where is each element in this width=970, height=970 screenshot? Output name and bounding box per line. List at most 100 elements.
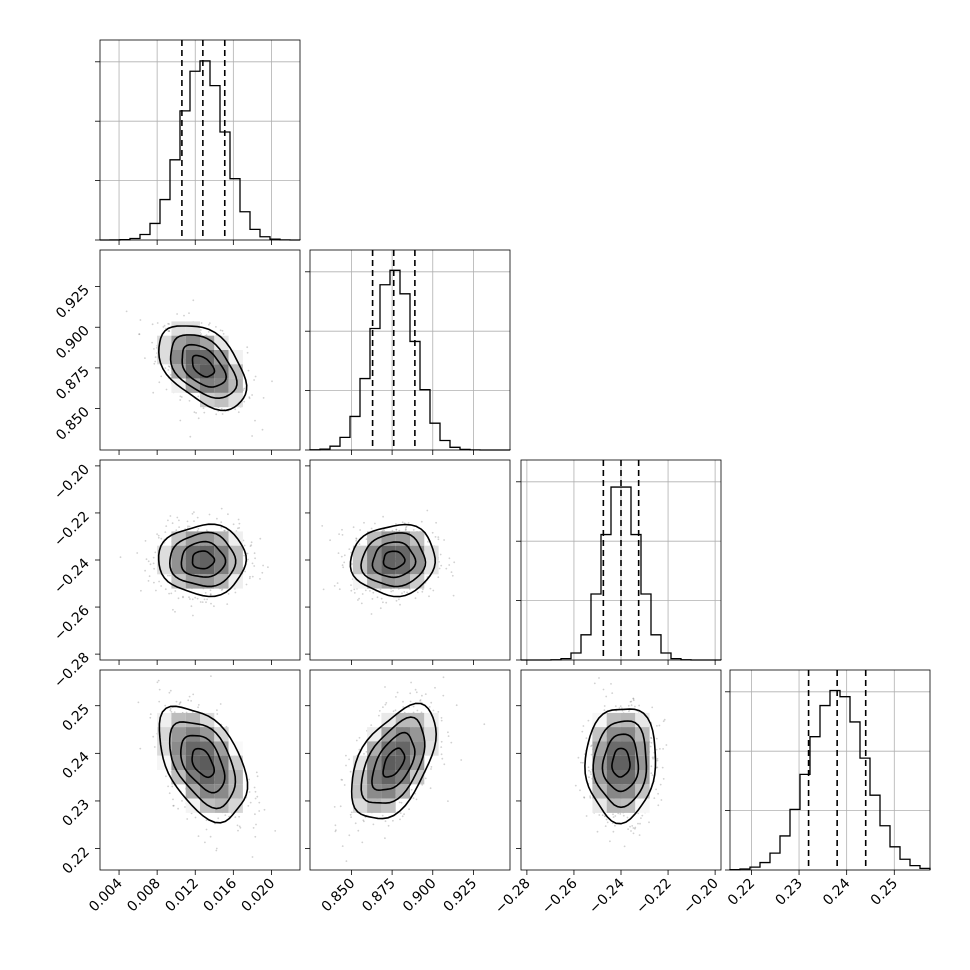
scatter-point	[176, 313, 179, 315]
scatter-point	[392, 819, 394, 822]
scatter-point	[246, 351, 249, 354]
scatter-point	[390, 590, 393, 593]
scatter-point	[363, 820, 365, 823]
scatter-point	[249, 575, 251, 578]
scatter-point	[243, 544, 246, 547]
scatter-point	[349, 770, 352, 773]
scatter-point	[627, 828, 629, 830]
scatter-point	[416, 591, 419, 594]
scatter-point	[374, 522, 376, 525]
density-cell	[367, 798, 382, 813]
scatter-point	[623, 845, 626, 848]
scatter-point	[351, 563, 353, 565]
scatter-point	[215, 847, 218, 850]
scatter-point	[201, 601, 204, 603]
scatter-point	[227, 593, 230, 595]
scatter-point	[254, 835, 257, 838]
scatter-point	[329, 539, 331, 542]
scatter-point	[162, 326, 165, 328]
scatter-point	[437, 711, 440, 713]
scatter-point	[435, 521, 437, 524]
x-tick-label-0-0: 0.004	[86, 875, 126, 915]
scatter-point	[144, 540, 147, 542]
scatter-point	[665, 744, 668, 746]
scatter-point	[590, 773, 592, 776]
scatter-point	[396, 691, 399, 694]
y-tick-label-3-0: 0.22	[59, 844, 92, 877]
scatter-point	[196, 516, 199, 519]
scatter-point	[223, 529, 226, 532]
scatter-point	[139, 319, 142, 321]
scatter-point	[450, 571, 453, 573]
scatter-point	[415, 798, 418, 801]
scatter-point	[343, 554, 346, 557]
scatter-point	[593, 682, 596, 685]
density-cell	[185, 321, 200, 336]
scatter-point	[167, 574, 169, 577]
scatter-point	[156, 322, 159, 324]
scatter-point	[157, 534, 160, 537]
scatter-point	[398, 598, 400, 601]
scatter-point	[261, 571, 264, 574]
scatter-point	[262, 397, 265, 399]
scatter-point	[169, 689, 172, 692]
scatter-point	[619, 813, 622, 815]
scatter-point	[189, 435, 192, 438]
density-cell	[367, 727, 382, 742]
histogram-0	[99, 60, 301, 241]
scatter-point	[598, 677, 600, 679]
scatter-point	[179, 419, 182, 422]
y-tick-label-1-1: 0.875	[53, 363, 93, 403]
scatter-point	[149, 716, 152, 719]
scatter-point	[342, 566, 345, 569]
scatter-point	[338, 588, 341, 591]
scatter-point	[442, 676, 445, 679]
scatter-point	[611, 692, 614, 694]
scatter-point	[151, 341, 154, 344]
scatter-point	[384, 686, 386, 688]
scatter-point	[585, 737, 588, 739]
scatter-point	[574, 784, 577, 787]
scatter-point	[190, 700, 193, 702]
scatter-point	[349, 813, 352, 816]
scatter-point	[354, 822, 357, 825]
scatter-point	[254, 790, 257, 793]
scatter-point	[145, 558, 148, 561]
scatter-point	[223, 529, 226, 532]
scatter-point	[638, 834, 641, 836]
scatter-point	[238, 527, 241, 529]
scatter-point	[255, 823, 257, 826]
scatter-point	[245, 583, 248, 586]
scatter-point	[358, 736, 361, 739]
scatter-point	[144, 357, 146, 359]
scatter-point	[656, 725, 658, 727]
panel-frame	[309, 249, 511, 451]
density-cell	[214, 770, 229, 785]
scatter-point	[171, 785, 174, 788]
scatter-point	[188, 399, 191, 402]
contour-2-0-3	[157, 523, 248, 598]
scatter-point	[451, 574, 454, 577]
scatter-point	[414, 597, 417, 600]
scatter-point	[590, 753, 593, 756]
scatter-point	[360, 602, 363, 605]
scatter-point	[421, 694, 423, 697]
scatter-point	[357, 829, 360, 832]
density-cell	[214, 560, 229, 575]
scatter-point	[629, 825, 631, 828]
scatter-point	[588, 776, 590, 779]
scatter-point	[453, 561, 456, 564]
scatter-point	[401, 815, 404, 818]
scatter-point	[634, 827, 636, 830]
scatter-point	[203, 411, 206, 414]
scatter-point	[412, 705, 415, 708]
scatter-point	[237, 518, 240, 521]
scatter-point	[427, 540, 429, 543]
x-tick-label-2-0: −0.28	[492, 876, 534, 918]
scatter-point	[262, 564, 264, 567]
scatter-point	[399, 812, 402, 814]
scatter-point	[234, 816, 237, 819]
scatter-point	[194, 816, 197, 819]
density-cell	[228, 378, 243, 393]
scatter-point	[172, 608, 174, 611]
